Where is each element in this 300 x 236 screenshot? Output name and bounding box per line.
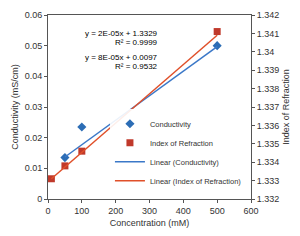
svg-text:Conductivity: Conductivity — [150, 120, 191, 129]
svg-text:0.03: 0.03 — [25, 102, 43, 112]
svg-text:1.334: 1.334 — [257, 157, 280, 167]
svg-text:0: 0 — [45, 206, 50, 216]
svg-text:R² = 0.9532: R² = 0.9532 — [115, 62, 158, 71]
svg-text:Index of Refraction: Index of Refraction — [281, 69, 291, 145]
svg-text:600: 600 — [243, 206, 258, 216]
svg-text:1.339: 1.339 — [257, 65, 280, 75]
svg-text:Linear (Conductivity): Linear (Conductivity) — [150, 158, 219, 167]
svg-text:0: 0 — [37, 194, 42, 204]
svg-text:500: 500 — [210, 206, 225, 216]
svg-text:300: 300 — [142, 206, 157, 216]
svg-text:1.336: 1.336 — [257, 121, 280, 131]
svg-text:400: 400 — [176, 206, 191, 216]
svg-text:R² = 0.9999: R² = 0.9999 — [115, 38, 158, 47]
svg-text:1.341: 1.341 — [257, 29, 280, 39]
svg-text:0.02: 0.02 — [25, 133, 43, 143]
svg-text:Index of Refraction: Index of Refraction — [150, 139, 213, 148]
svg-text:200: 200 — [108, 206, 123, 216]
svg-text:1.34: 1.34 — [257, 47, 275, 57]
svg-text:0.04: 0.04 — [25, 71, 43, 81]
svg-text:0.06: 0.06 — [25, 10, 43, 20]
svg-text:y = 8E-05x + 0.0097: y = 8E-05x + 0.0097 — [85, 53, 158, 62]
svg-text:y = 2E-05x + 1.3329: y = 2E-05x + 1.3329 — [85, 29, 158, 38]
svg-text:100: 100 — [74, 206, 89, 216]
svg-text:Conductivity (mS/cm): Conductivity (mS/cm) — [10, 64, 20, 150]
svg-text:1.342: 1.342 — [257, 10, 280, 20]
svg-text:1.337: 1.337 — [257, 102, 280, 112]
svg-text:1.333: 1.333 — [257, 176, 280, 186]
svg-text:1.338: 1.338 — [257, 84, 280, 94]
svg-text:0.05: 0.05 — [25, 41, 43, 51]
svg-text:0.01: 0.01 — [25, 163, 43, 173]
svg-text:Concentration (mM): Concentration (mM) — [110, 218, 190, 228]
svg-text:1.335: 1.335 — [257, 139, 280, 149]
svg-text:1.332: 1.332 — [257, 194, 280, 204]
svg-text:Linear (Index of Refraction): Linear (Index of Refraction) — [150, 177, 241, 186]
